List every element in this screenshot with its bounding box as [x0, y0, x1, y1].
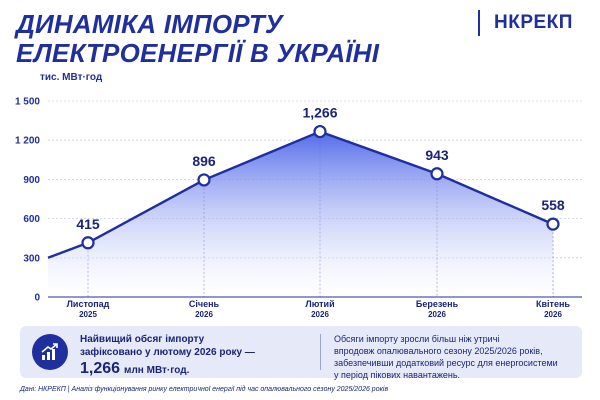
- peak-summary-line-2: зафіксовано у лютому 2026 року —: [80, 347, 255, 358]
- growth-summary-line-3: забезпечивши додатковий ресурс для енерг…: [334, 358, 558, 368]
- info-panel: Найвищий обсяг імпорту зафіксовано у лют…: [20, 326, 582, 381]
- y-tick-label: 1 200: [15, 136, 40, 147]
- y-tick-label: 300: [23, 253, 40, 264]
- series-area: [48, 131, 553, 297]
- data-label: 1,266: [302, 105, 337, 121]
- brand-logo: НКРЕКП: [478, 10, 573, 36]
- x-tick-year: 2026: [195, 310, 213, 319]
- y-tick-label: 0: [34, 293, 40, 304]
- x-tick-year: 2026: [544, 310, 562, 319]
- x-tick-month: Квітень: [536, 299, 570, 309]
- data-label: 943: [425, 147, 449, 163]
- y-tick-label: 600: [23, 214, 40, 225]
- growth-chart-icon: [32, 334, 68, 370]
- x-tick-month: Лютий: [305, 299, 334, 309]
- growth-summary: Обсяги імпорту зросли більш ніж утричі в…: [334, 333, 574, 381]
- peak-value: 1,266: [80, 360, 121, 377]
- growth-summary-line-2: впродовж опалювального сезону 2025/2026 …: [334, 346, 543, 356]
- title-line-1: ДИНАМІКА ІМПОРТУ: [16, 9, 283, 39]
- data-point: [546, 217, 560, 231]
- y-axis-unit: тис. МВт·год: [40, 72, 103, 83]
- series-line: [47, 130, 554, 259]
- growth-summary-line-4: у період пікових навантажень.: [334, 370, 461, 380]
- x-tick-year: 2026: [428, 310, 446, 319]
- data-label: 896: [192, 153, 216, 169]
- peak-unit: млн МВт·год.: [124, 365, 190, 376]
- source-note: Дані: НКРЕКП | Аналіз функціонування рин…: [20, 386, 389, 393]
- data-point: [197, 173, 211, 187]
- peak-summary-line-1: Найвищий обсяг імпорту: [80, 334, 205, 345]
- peak-summary: Найвищий обсяг імпорту зафіксовано у лют…: [80, 333, 300, 378]
- data-label: 415: [76, 216, 100, 232]
- x-tick-month: Листопад: [67, 299, 110, 309]
- y-tick-label: 900: [23, 175, 40, 186]
- data-point: [81, 236, 95, 250]
- data-point: [430, 167, 444, 181]
- x-tick-month: Січень: [189, 299, 220, 309]
- title-line-2: ЕЛЕКТРОЕНЕРГІЇ В УКРАЇНІ: [16, 38, 380, 68]
- data-point: [313, 124, 327, 139]
- page-title: ДИНАМІКА ІМПОРТУ ЕЛЕКТРОЕНЕРГІЇ В УКРАЇН…: [16, 10, 446, 68]
- y-tick-label: 1 500: [15, 97, 40, 108]
- data-label: 558: [541, 197, 565, 213]
- x-tick-year: 2026: [311, 310, 329, 319]
- x-tick-month: Березень: [416, 299, 459, 309]
- growth-summary-line-1: Обсяги імпорту зросли більш ніж утричі: [334, 334, 500, 344]
- info-divider: [320, 334, 321, 370]
- x-tick-year: 2025: [79, 310, 97, 319]
